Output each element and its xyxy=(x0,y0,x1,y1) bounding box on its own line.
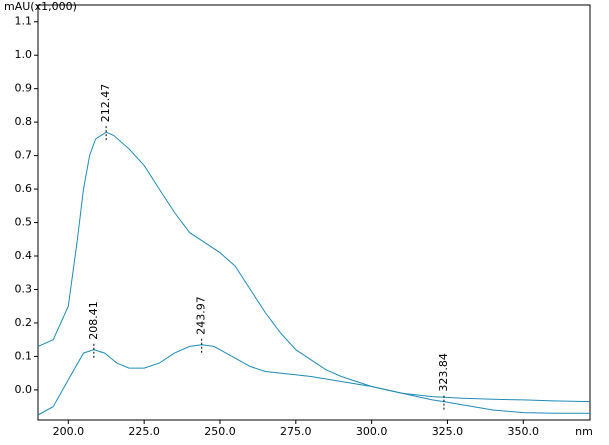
spectrum-line xyxy=(37,344,590,416)
x-tick-label: 250.0 xyxy=(204,425,236,438)
y-tick-label: 0.2 xyxy=(15,316,33,329)
x-tick-label: 200.0 xyxy=(53,425,85,438)
peak-label: 323.84 xyxy=(437,353,450,392)
y-tick-label: 0.7 xyxy=(15,149,33,162)
y-tick-label: 0.1 xyxy=(15,349,33,362)
plot-frame xyxy=(37,4,591,421)
y-axis-label: mAU(x1,000) xyxy=(4,0,77,13)
x-tick-label: 325.0 xyxy=(432,425,464,438)
x-axis-label: nm xyxy=(575,425,593,438)
y-tick-label: 0.5 xyxy=(15,216,33,229)
peak-label: 243.97 xyxy=(195,296,208,335)
y-tick-label: 1.0 xyxy=(15,48,33,61)
y-tick-label: 0.3 xyxy=(15,282,33,295)
spectrum-line xyxy=(37,131,591,403)
x-tick-label: 225.0 xyxy=(128,425,160,438)
y-tick-label: 0.6 xyxy=(15,182,33,195)
x-tick-label: 350.0 xyxy=(508,425,540,438)
y-tick-label: 0.0 xyxy=(15,383,33,396)
x-tick-label: 300.0 xyxy=(356,425,388,438)
y-tick-label: 0.8 xyxy=(15,115,33,128)
y-tick-label: 0.9 xyxy=(15,82,33,95)
x-tick-label: 275.0 xyxy=(280,425,312,438)
y-tick-label: 0.4 xyxy=(15,249,33,262)
y-tick-label: 1.1 xyxy=(15,15,33,28)
peak-label: 208.41 xyxy=(87,301,100,340)
peak-label: 212.47 xyxy=(99,84,112,123)
